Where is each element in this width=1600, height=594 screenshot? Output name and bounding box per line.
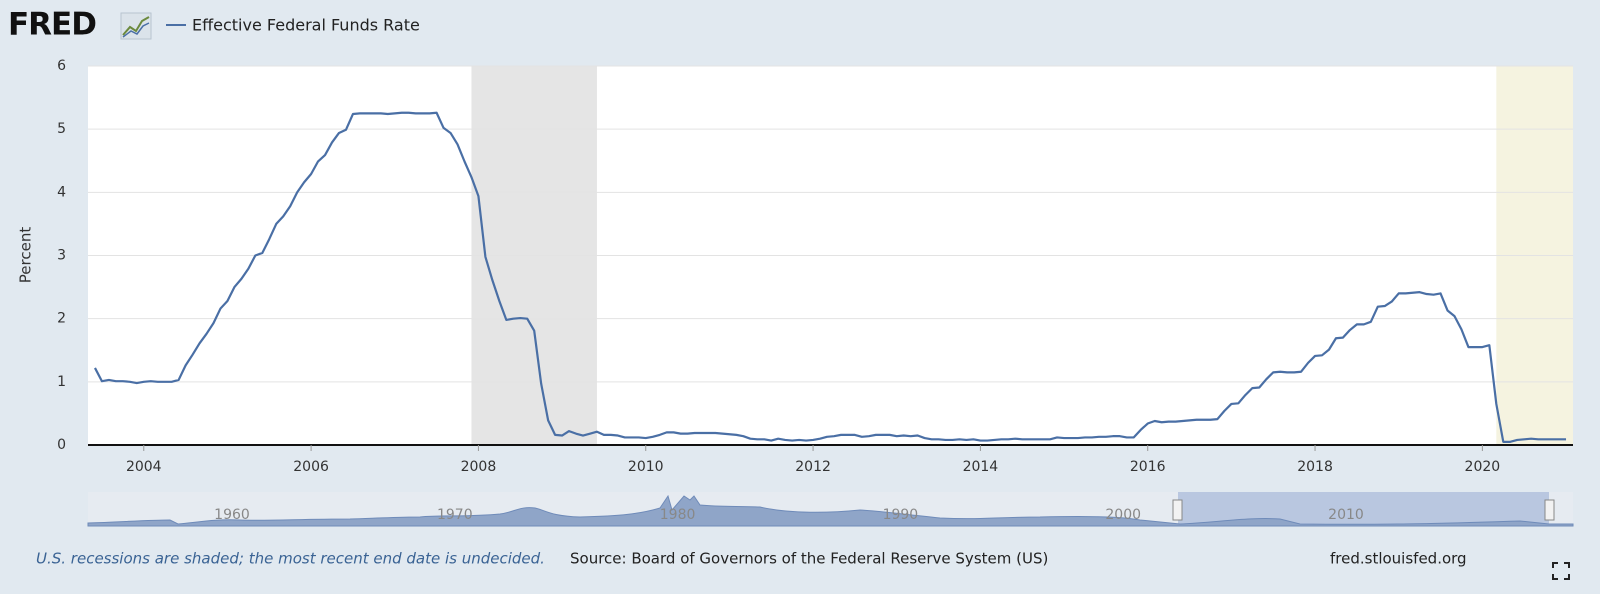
navigator-area xyxy=(87,494,1574,527)
site: fred.stlouisfed.org xyxy=(1330,550,1467,568)
y-tick-label: 1 xyxy=(57,374,66,390)
fullscreen-icon[interactable] xyxy=(1552,562,1570,580)
navigator-handle[interactable] xyxy=(1172,499,1183,521)
navigator-label: 2010 xyxy=(1328,507,1364,523)
y-tick-label: 2 xyxy=(57,311,66,327)
navigator-label: 2000 xyxy=(1105,507,1141,523)
x-tick-label: 2014 xyxy=(963,459,999,475)
y-tick-label: 4 xyxy=(57,184,66,200)
recession-note: U.S. recessions are shaded; the most rec… xyxy=(36,550,545,568)
x-tick-label: 2020 xyxy=(1465,459,1501,475)
navigator-handle[interactable] xyxy=(1544,499,1555,521)
y-tick-label: 6 xyxy=(57,58,66,74)
source: Source: Board of Governors of the Federa… xyxy=(570,550,1048,568)
navigator-label: 1990 xyxy=(883,507,919,523)
series-line xyxy=(93,111,1567,443)
navigator xyxy=(87,492,1574,527)
x-tick-label: 2018 xyxy=(1297,459,1333,475)
logo: FRED xyxy=(8,7,96,43)
x-tick-label: 2012 xyxy=(795,459,831,475)
navigator-label: 1970 xyxy=(437,507,473,523)
y-tick-label: 3 xyxy=(57,248,66,264)
x-tick-label: 2008 xyxy=(461,459,497,475)
x-tick-label: 2004 xyxy=(126,459,162,475)
navigator-label: 1980 xyxy=(660,507,696,523)
x-tick-label: 2006 xyxy=(293,459,329,475)
logo-icon xyxy=(120,12,152,40)
x-tick-label: 2010 xyxy=(628,459,664,475)
y-tick-label: 5 xyxy=(57,121,66,137)
y-tick-label: 0 xyxy=(57,437,66,453)
navigator-label: 1960 xyxy=(214,507,250,523)
legend-label: Effective Federal Funds Rate xyxy=(192,16,420,35)
y-axis-label: Percent xyxy=(17,227,35,284)
x-tick-label: 2016 xyxy=(1130,459,1166,475)
